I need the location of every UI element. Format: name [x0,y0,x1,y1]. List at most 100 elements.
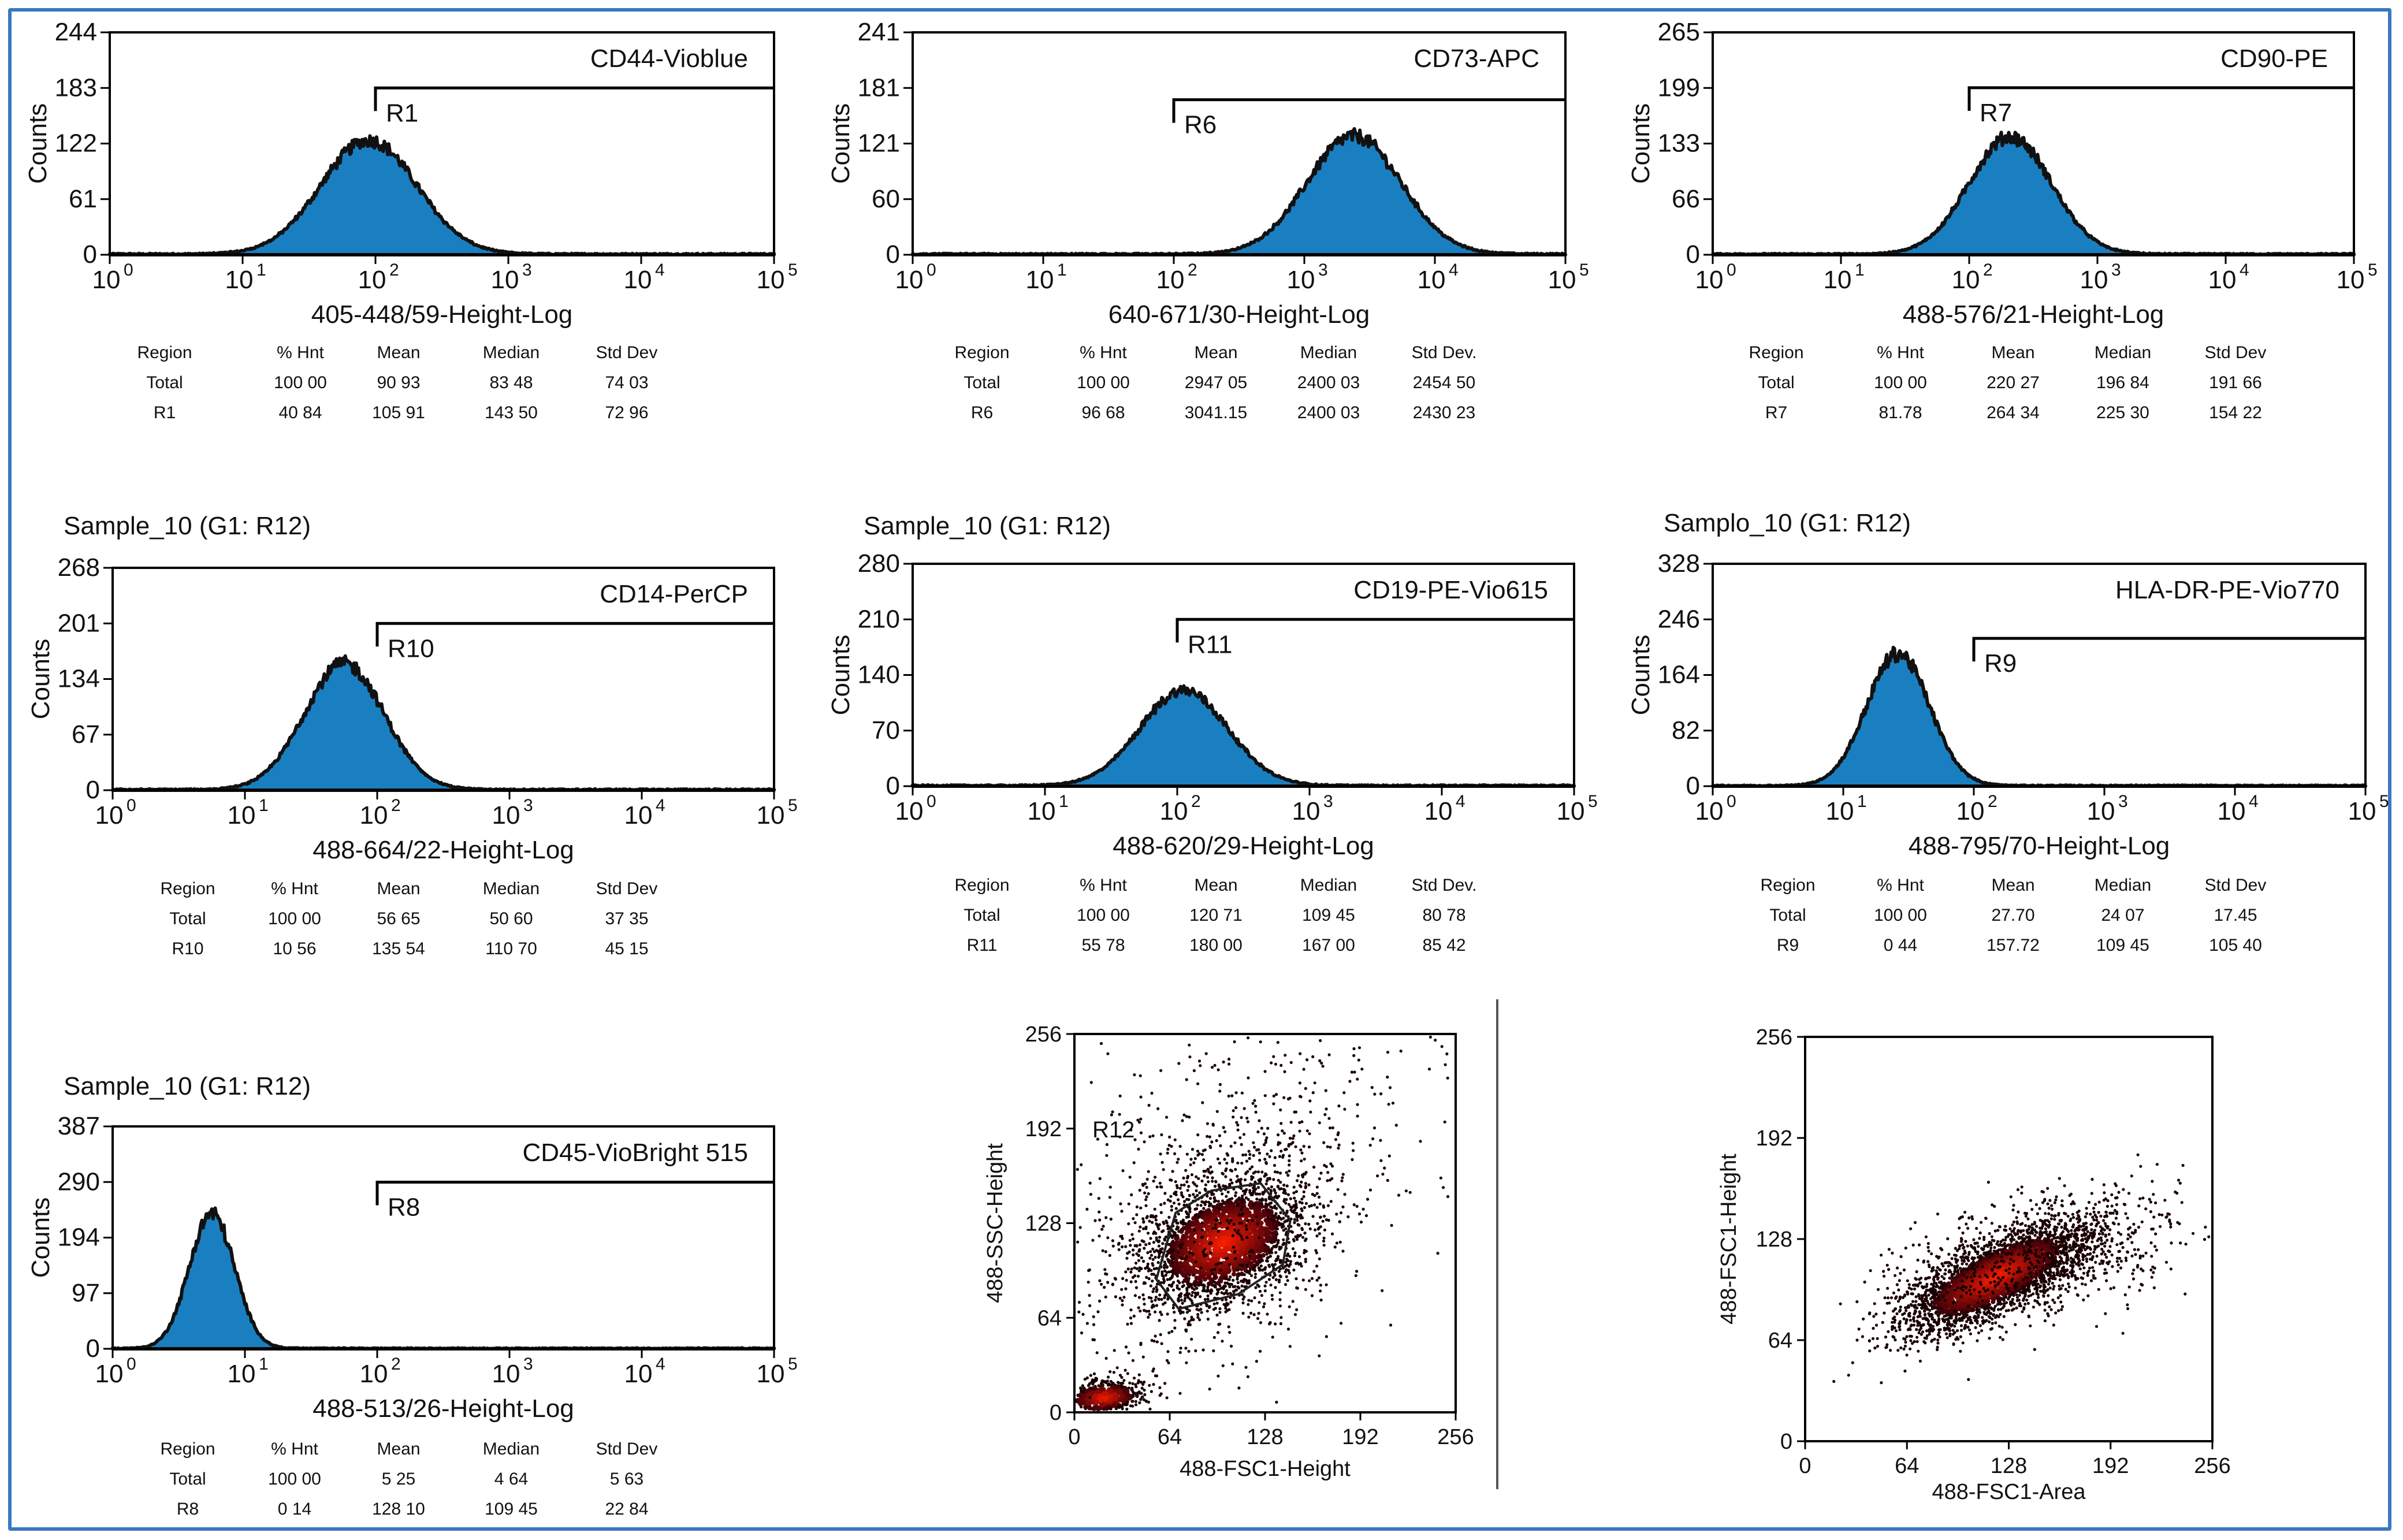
event-dot [2049,1217,2053,1221]
event-dot [1303,1158,1306,1161]
region-label: R8 [388,1193,420,1221]
event-dot [1238,1263,1242,1267]
event-dot [1230,1205,1235,1210]
event-dot [1269,1284,1273,1287]
event-dot [1174,1207,1178,1210]
y-tick-label: 0 [1686,772,1700,800]
event-dot [2004,1309,2008,1312]
event-dot [1268,1250,1271,1253]
x-tick-exponent: 3 [523,1355,533,1374]
stats-cell: 105 40 [2209,936,2262,955]
event-dot [1184,1169,1188,1172]
event-dot [1284,1270,1287,1274]
y-tick-label: 66 [1672,185,1700,213]
event-dot [1222,1060,1225,1064]
event-dot [1272,1214,1275,1218]
event-dot [1253,1265,1257,1269]
event-dot [1379,1159,1383,1162]
event-dot [1223,1158,1226,1161]
event-dot [1255,1197,1259,1201]
event-dot [1077,1310,1081,1314]
event-dot [1235,1121,1238,1124]
event-dot [1148,1383,1151,1387]
event-dot [1273,1195,1277,1199]
x-tick-label: 10 [1956,797,1985,825]
event-dot [1151,1258,1155,1261]
event-dot [1210,1193,1214,1196]
scatter-panel-ssc_fsc: 0 64 128 192 256064128192256488-FSC1-Height4… [983,1022,1474,1481]
event-dot [1277,1178,1280,1182]
event-dot [1271,1336,1274,1339]
event-dot [1233,1245,1238,1249]
event-dot [1187,1213,1191,1217]
event-dot [1251,1102,1255,1105]
event-dot [1152,1230,1156,1234]
event-dot [1113,1396,1118,1401]
event-dot [1961,1341,1965,1345]
event-dot [1141,1217,1145,1221]
event-dot [1249,1193,1253,1196]
event-dot [1315,1185,1319,1189]
event-dot [1200,1311,1203,1314]
event-dot [1232,1115,1235,1119]
event-dot [1322,1204,1325,1208]
event-dot [1218,1089,1222,1093]
event-dot [1224,1175,1227,1178]
event-dot [1203,1174,1206,1178]
event-dot [1188,1292,1191,1296]
event-dot [1244,1153,1248,1156]
event-dot [1149,1215,1152,1218]
stats-cell: 5 25 [382,1470,415,1489]
event-dot [1892,1336,1896,1339]
stats-cell: 264 34 [1987,403,2040,422]
event-dot [1092,1372,1096,1375]
x-tick-label: 10 [1548,266,1576,294]
event-dot [1871,1337,1875,1340]
y-tick-label: 210 [858,605,900,633]
stats-header: Mean [377,1439,420,1459]
event-dot [1195,1286,1199,1290]
event-dot [1326,1204,1330,1207]
event-dot [1155,1223,1159,1226]
event-dot [1131,1237,1134,1241]
event-dot [1947,1264,1950,1268]
histogram-area [108,134,776,256]
event-dot [1266,1126,1270,1130]
event-dot [1180,1270,1184,1275]
event-dot [1305,1129,1309,1133]
stats-header: Median [483,1439,540,1459]
stats-header: Std Dev [596,343,658,362]
event-dot [1154,1176,1157,1179]
event-dot [1087,1392,1092,1397]
event-dot [1232,1271,1236,1277]
event-dot [1183,1236,1188,1241]
event-dot [1083,1378,1087,1381]
event-dot [1229,1144,1233,1148]
event-dot [1287,1264,1291,1268]
x-tick-label: 10 [1156,266,1185,294]
event-dot [1248,1269,1252,1273]
event-dot [1211,1279,1215,1283]
event-dot [1098,1177,1102,1180]
event-dot [1230,1169,1234,1173]
event-dot [1993,1304,1997,1308]
x-tick-exponent: 3 [522,261,532,280]
event-dot [1147,1277,1151,1281]
event-dot [1230,1282,1233,1286]
event-dot [1191,1216,1196,1221]
region-label: R10 [388,634,434,663]
event-dot [1122,1296,1126,1299]
event-dot [1193,1196,1197,1199]
event-dot [1182,1176,1185,1180]
event-dot [1266,1312,1269,1316]
event-dot [1304,1258,1307,1261]
event-dot [1145,1185,1148,1189]
event-dot [1196,1313,1200,1316]
event-dot [1197,1177,1200,1180]
event-dot [1276,1185,1279,1188]
event-dot [1928,1276,1931,1279]
event-dot [1183,1246,1188,1251]
x-tick-exponent: 4 [655,261,665,280]
